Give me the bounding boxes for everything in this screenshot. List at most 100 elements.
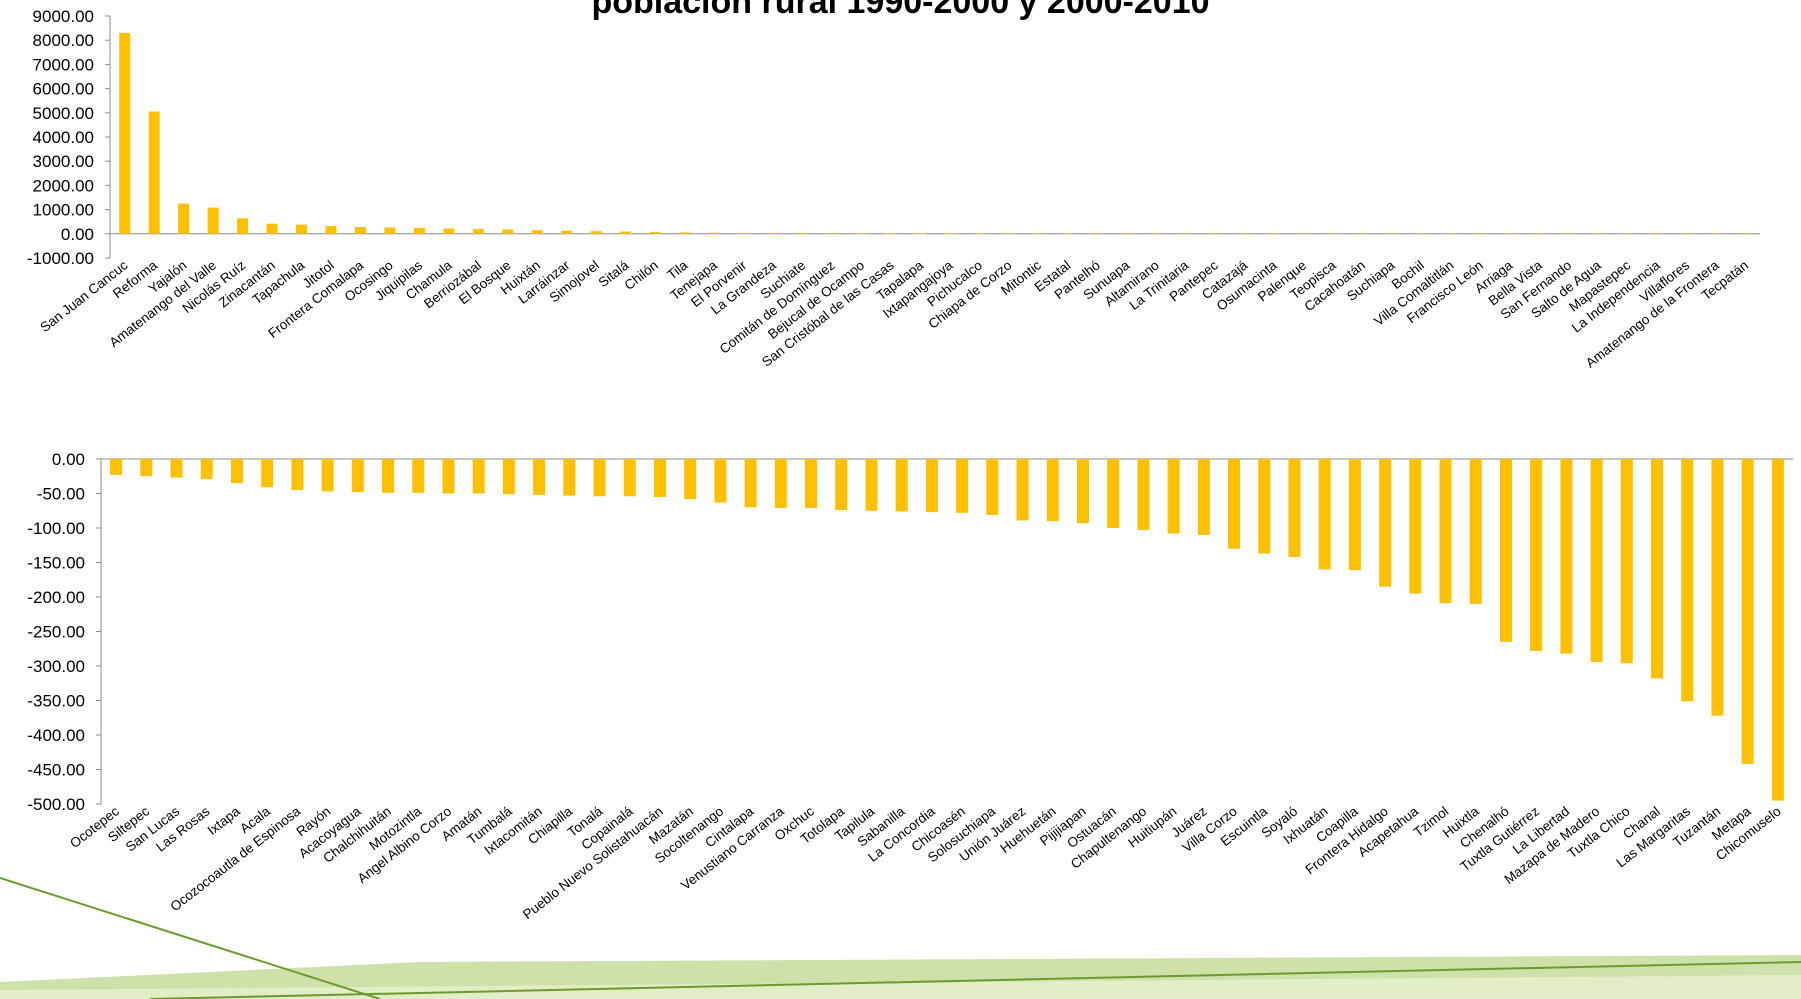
top-bar — [590, 231, 602, 234]
top-bar — [1592, 233, 1604, 235]
top-bar — [1680, 233, 1692, 235]
top-bar — [1533, 233, 1545, 235]
footer-green-line-1 — [0, 877, 381, 999]
top-bar — [1356, 233, 1368, 235]
bottom-bar — [1469, 459, 1482, 604]
bottom-bar — [1379, 459, 1392, 587]
bottom-bar — [805, 459, 818, 508]
top-bar — [119, 32, 131, 234]
top-bar — [620, 231, 632, 234]
top-bar — [1032, 233, 1044, 235]
bottom-bar — [865, 459, 878, 511]
bottom-bar — [1318, 459, 1331, 570]
y-tick-label: 5000.00 — [33, 104, 94, 123]
bottom-bar — [442, 459, 455, 494]
bottom-bar — [533, 459, 546, 495]
bottom-bar — [774, 459, 787, 508]
y-tick-label: 7000.00 — [33, 55, 94, 74]
top-bar — [1739, 233, 1751, 235]
top-bar — [443, 228, 455, 234]
top-bar — [1621, 233, 1633, 235]
bottom-bar — [895, 459, 908, 512]
y-tick-label: 2000.00 — [33, 176, 94, 195]
bottom-bar — [1590, 459, 1603, 662]
bottom-bar — [1651, 459, 1664, 679]
y-tick-label: 3000.00 — [33, 152, 94, 171]
top-bar — [1297, 233, 1309, 235]
bottom-bar — [1137, 459, 1150, 531]
bottom-bar — [1016, 459, 1029, 521]
top-bar — [679, 232, 691, 234]
top-bar — [325, 226, 337, 234]
y-tick-label: -50.00 — [37, 485, 85, 504]
bottom-bar — [593, 459, 606, 497]
bottom-bar — [1681, 459, 1694, 702]
bottom-bar — [835, 459, 848, 511]
top-bar — [207, 207, 219, 234]
y-tick-label: 0.00 — [52, 450, 85, 469]
bottom-bar-chart: 0.00 -50.00 -100.00 -150.00 -200.00 -250.00 -3… — [27, 450, 1793, 922]
top-bar — [1386, 233, 1398, 235]
top-bar — [885, 233, 897, 234]
top-bar — [767, 232, 779, 234]
top-bar — [266, 223, 278, 234]
bottom-bar — [382, 459, 395, 493]
top-bar — [1415, 233, 1427, 235]
y-tick-label: -100.00 — [27, 519, 85, 538]
top-bar — [1209, 233, 1221, 235]
top-bar — [1062, 233, 1074, 235]
top-bar — [1474, 233, 1486, 235]
bottom-bar — [1409, 459, 1422, 594]
y-tick-label: -1000.00 — [27, 249, 94, 268]
top-bar — [1268, 233, 1280, 235]
bottom-bar — [170, 459, 183, 478]
y-tick-label: 4000.00 — [33, 128, 94, 147]
top-bar — [1562, 233, 1574, 235]
bottom-bar — [261, 459, 274, 488]
bottom-bar — [1197, 459, 1210, 535]
bottom-bar — [1620, 459, 1633, 664]
top-bar — [1003, 233, 1015, 235]
footer-green-line-2 — [149, 961, 1801, 999]
bottom-bar — [1046, 459, 1059, 522]
bottom-bar — [351, 459, 364, 493]
top-bar — [472, 228, 484, 234]
top-bar — [708, 232, 720, 234]
y-tick-label: 9000.00 — [33, 7, 94, 26]
bottom-bar — [291, 459, 304, 491]
top-bar — [973, 233, 985, 235]
bottom-category-label: Ixtapa — [205, 803, 244, 838]
top-bar — [1710, 233, 1722, 235]
bottom-bar — [1258, 459, 1271, 554]
bottom-bar — [1107, 459, 1120, 528]
bottom-bar — [956, 459, 969, 513]
y-tick-label: -400.00 — [27, 726, 85, 745]
top-bar-chart: 9000.00 8000.00 7000.00 6000.00 5000.00 4000.… — [27, 7, 1760, 371]
bottom-bar — [1439, 459, 1452, 604]
top-bar — [855, 233, 867, 234]
bottom-bar — [321, 459, 334, 492]
y-tick-label: 6000.00 — [33, 80, 94, 99]
top-bar — [354, 227, 366, 234]
bottom-bar — [1499, 459, 1512, 642]
top-bar — [178, 203, 190, 234]
bottom-bar — [653, 459, 666, 497]
bottom-bar — [623, 459, 636, 497]
y-tick-label: -150.00 — [27, 554, 85, 573]
top-bar — [1445, 233, 1457, 235]
bottom-bar — [140, 459, 153, 477]
bottom-bar — [1741, 459, 1754, 764]
top-bar — [502, 229, 514, 234]
y-tick-label: -500.00 — [27, 795, 85, 814]
bottom-bar — [1228, 459, 1241, 549]
y-tick-label: -250.00 — [27, 623, 85, 642]
top-bar — [1121, 233, 1133, 235]
chart-title: población rural 1990-2000 y 2000-2010 — [591, 0, 1210, 21]
bottom-bar — [1711, 459, 1724, 716]
y-tick-label: -450.00 — [27, 761, 85, 780]
bottom-bar — [1076, 459, 1089, 524]
bottom-bar — [684, 459, 697, 500]
bottom-bar — [200, 459, 213, 480]
top-bar — [914, 233, 926, 235]
